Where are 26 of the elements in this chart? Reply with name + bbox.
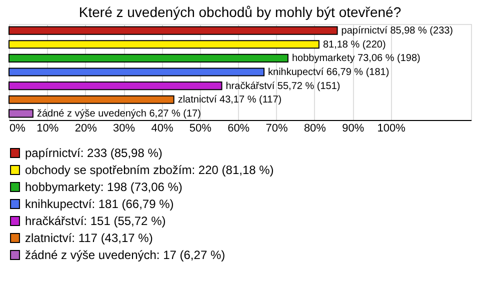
legend-label: hračkářství: 151 (55,72 %) <box>25 214 166 228</box>
data-label: hobbymarkety 73,06 % (198) <box>292 53 420 64</box>
legend-label: žádné z výše uvedených: 17 (6,27 %) <box>25 248 226 262</box>
x-tick-label: 30% <box>113 122 136 134</box>
x-tick-label: 60% <box>228 122 250 134</box>
x-tick-label: 0% <box>10 122 26 134</box>
legend-label: zlatnictví: 117 (43,17 %) <box>25 231 153 245</box>
x-tick-label: 20% <box>74 122 98 134</box>
legend-label: papírnictví: 233 (85,98 %) <box>25 146 162 160</box>
data-label: 81,18 % (220) <box>322 39 386 50</box>
data-label: hračkářství 55,72 % (151) <box>226 80 340 92</box>
data-label: knihkupectví 66,79 % (181) <box>268 67 390 78</box>
x-tick-label: 80% <box>304 122 326 134</box>
data-label: papírnictví 85,98 % (233) <box>341 26 454 37</box>
legend-label: obchody se spotřebním zbožím: 220 (81,18 %) <box>25 163 274 177</box>
chart-title: Které z uvedených obchodů by mohly být otevřené? <box>78 4 402 20</box>
data-label: žádné z výše uvedených 6,27 % (17) <box>36 108 201 120</box>
x-tick-label: 70% <box>266 122 288 134</box>
x-tick-label: 50% <box>189 122 212 134</box>
x-tick-label: 90% <box>342 122 364 134</box>
legend-label: hobbymarkety: 198 (73,06 %) <box>25 180 182 194</box>
x-tick-label: 100% <box>377 122 406 134</box>
data-label: zlatnictví 43,17 % (117) <box>178 94 282 106</box>
x-tick-label: 40% <box>151 122 174 134</box>
legend-label: knihkupectví: 181 (66,79 %) <box>25 197 174 211</box>
x-tick-label: 10% <box>36 122 59 134</box>
